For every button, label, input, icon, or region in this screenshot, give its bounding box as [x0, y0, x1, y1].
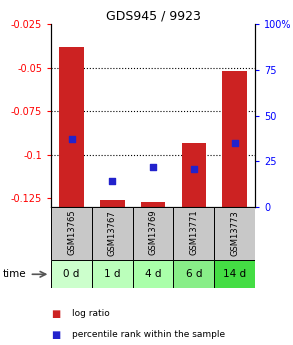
Text: 4 d: 4 d	[145, 269, 161, 279]
Bar	[173, 207, 214, 260]
Bar	[214, 207, 255, 260]
Bar	[51, 260, 92, 288]
Text: GSM13765: GSM13765	[67, 210, 76, 256]
Point	[69, 137, 74, 142]
Bar	[182, 142, 206, 207]
Bar	[222, 71, 247, 207]
Text: ■: ■	[51, 309, 61, 319]
Text: ■: ■	[51, 330, 61, 339]
Bar	[141, 202, 165, 207]
Bar	[173, 260, 214, 288]
Point	[151, 164, 155, 169]
Text: 14 d: 14 d	[223, 269, 246, 279]
Text: GSM13767: GSM13767	[108, 210, 117, 256]
Bar	[133, 207, 173, 260]
Text: GSM13771: GSM13771	[189, 210, 198, 256]
Bar	[92, 207, 133, 260]
Text: percentile rank within the sample: percentile rank within the sample	[72, 330, 225, 339]
Bar	[214, 260, 255, 288]
Bar	[92, 260, 133, 288]
Bar	[51, 207, 92, 260]
Point	[110, 179, 115, 184]
Point	[232, 140, 237, 146]
Text: 0 d: 0 d	[64, 269, 80, 279]
Bar	[133, 260, 173, 288]
Text: GSM13769: GSM13769	[149, 210, 158, 256]
Text: GSM13773: GSM13773	[230, 210, 239, 256]
Text: 6 d: 6 d	[185, 269, 202, 279]
Title: GDS945 / 9923: GDS945 / 9923	[106, 10, 200, 23]
Bar	[59, 47, 84, 207]
Text: log ratio: log ratio	[72, 309, 110, 318]
Text: time: time	[3, 269, 27, 279]
Bar	[100, 200, 125, 207]
Text: 1 d: 1 d	[104, 269, 121, 279]
Point	[192, 166, 196, 171]
